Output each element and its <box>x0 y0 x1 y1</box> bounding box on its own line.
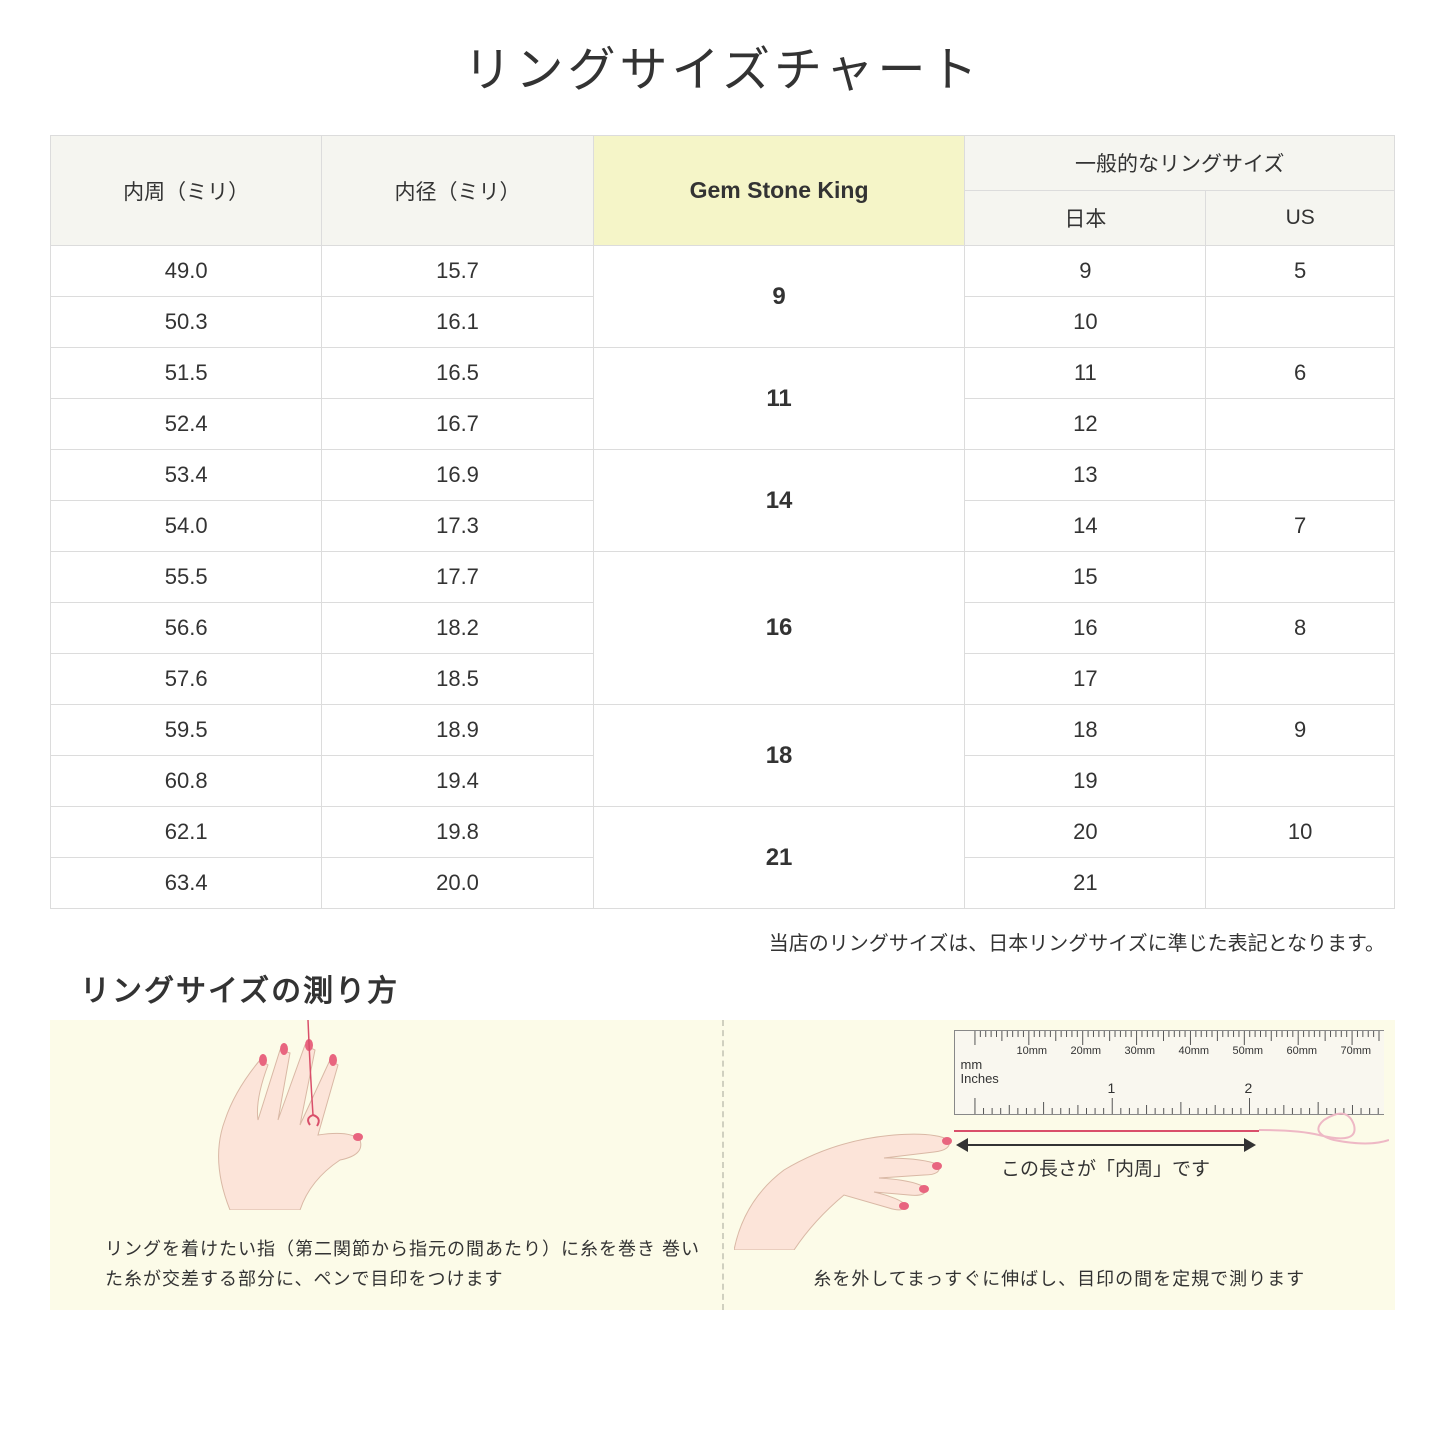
cell-us: 10 <box>1206 807 1395 858</box>
cell-gsk: 18 <box>593 705 965 807</box>
page-title: リングサイズチャート <box>50 30 1395 100</box>
ruler-mm-num: 60mm <box>1287 1045 1318 1057</box>
cell-japan: 13 <box>965 450 1206 501</box>
cell-diameter: 18.2 <box>322 603 593 654</box>
howto-step-2: mm Inches 10mm20mm30mm40mm50mm60mm70mm 1… <box>724 1020 1396 1310</box>
howto-step-1: リングを着けたい指（第二関節から指元の間あたり）に糸を巻き 巻いた糸が交差する部… <box>50 1020 722 1310</box>
th-diameter: 内径（ミリ） <box>322 136 593 246</box>
cell-diameter: 17.7 <box>322 552 593 603</box>
cell-circumference: 55.5 <box>51 552 322 603</box>
cell-us <box>1206 654 1395 705</box>
cell-japan: 21 <box>965 858 1206 909</box>
cell-gsk: 9 <box>593 246 965 348</box>
table-row: 62.119.8212010 <box>51 807 1395 858</box>
table-row: 55.517.71615 <box>51 552 1395 603</box>
cell-us <box>1206 399 1395 450</box>
th-us: US <box>1206 191 1395 246</box>
cell-gsk: 14 <box>593 450 965 552</box>
cell-circumference: 50.3 <box>51 297 322 348</box>
cell-diameter: 19.4 <box>322 756 593 807</box>
cell-diameter: 19.8 <box>322 807 593 858</box>
ruler-mm-num: 40mm <box>1179 1045 1210 1057</box>
cell-japan: 17 <box>965 654 1206 705</box>
note-text: 当店のリングサイズは、日本リングサイズに準じた表記となります。 <box>50 927 1395 956</box>
cell-diameter: 18.9 <box>322 705 593 756</box>
th-circumference: 内周（ミリ） <box>51 136 322 246</box>
cell-us <box>1206 297 1395 348</box>
cell-circumference: 53.4 <box>51 450 322 501</box>
cell-us: 6 <box>1206 348 1395 399</box>
cell-circumference: 63.4 <box>51 858 322 909</box>
cell-japan: 20 <box>965 807 1206 858</box>
hand-hold-illustration <box>734 1100 954 1250</box>
ruler-mm-num: 70mm <box>1341 1045 1372 1057</box>
cell-circumference: 54.0 <box>51 501 322 552</box>
cell-japan: 14 <box>965 501 1206 552</box>
thread-line <box>954 1130 1259 1132</box>
table-row: 49.015.7995 <box>51 246 1395 297</box>
cell-gsk: 21 <box>593 807 965 909</box>
size-chart-table: 内周（ミリ） 内径（ミリ） Gem Stone King 一般的なリングサイズ … <box>50 135 1395 909</box>
ruler-in-num: 2 <box>1245 1080 1253 1096</box>
cell-diameter: 16.1 <box>322 297 593 348</box>
cell-us <box>1206 552 1395 603</box>
cell-circumference: 52.4 <box>51 399 322 450</box>
thread-curl <box>1259 1095 1389 1175</box>
measure-arrow-line <box>968 1144 1244 1146</box>
cell-us: 5 <box>1206 246 1395 297</box>
cell-japan: 10 <box>965 297 1206 348</box>
step2-caption: 糸を外してまっすぐに伸ばし、目印の間を定規で測ります <box>754 1264 1366 1295</box>
cell-us <box>1206 450 1395 501</box>
howto-panel: リングを着けたい指（第二関節から指元の間あたり）に糸を巻き 巻いた糸が交差する部… <box>50 1020 1395 1310</box>
cell-japan: 19 <box>965 756 1206 807</box>
ruler-mm-num: 30mm <box>1125 1045 1156 1057</box>
cell-circumference: 59.5 <box>51 705 322 756</box>
ruler-mm-num: 20mm <box>1071 1045 1102 1057</box>
cell-circumference: 56.6 <box>51 603 322 654</box>
cell-diameter: 17.3 <box>322 501 593 552</box>
cell-us: 7 <box>1206 501 1395 552</box>
cell-us <box>1206 756 1395 807</box>
cell-circumference: 60.8 <box>51 756 322 807</box>
cell-diameter: 16.7 <box>322 399 593 450</box>
ruler-in-num: 1 <box>1108 1080 1116 1096</box>
ruler-mm-num: 10mm <box>1017 1045 1048 1057</box>
cell-diameter: 20.0 <box>322 858 593 909</box>
cell-japan: 12 <box>965 399 1206 450</box>
th-common: 一般的なリングサイズ <box>965 136 1395 191</box>
cell-diameter: 16.9 <box>322 450 593 501</box>
cell-japan: 16 <box>965 603 1206 654</box>
cell-circumference: 57.6 <box>51 654 322 705</box>
cell-japan: 15 <box>965 552 1206 603</box>
cell-circumference: 62.1 <box>51 807 322 858</box>
table-row: 53.416.91413 <box>51 450 1395 501</box>
cell-diameter: 16.5 <box>322 348 593 399</box>
table-row: 59.518.918189 <box>51 705 1395 756</box>
cell-us <box>1206 858 1395 909</box>
cell-japan: 11 <box>965 348 1206 399</box>
cell-us: 9 <box>1206 705 1395 756</box>
table-row: 51.516.511116 <box>51 348 1395 399</box>
hand-wrap-illustration <box>150 1010 450 1210</box>
cell-circumference: 51.5 <box>51 348 322 399</box>
cell-japan: 9 <box>965 246 1206 297</box>
cell-diameter: 18.5 <box>322 654 593 705</box>
th-gsk: Gem Stone King <box>593 136 965 246</box>
cell-us: 8 <box>1206 603 1395 654</box>
th-japan: 日本 <box>965 191 1206 246</box>
cell-diameter: 15.7 <box>322 246 593 297</box>
cell-gsk: 16 <box>593 552 965 705</box>
step1-caption: リングを着けたい指（第二関節から指元の間あたり）に糸を巻き 巻いた糸が交差する部… <box>105 1234 702 1295</box>
cell-japan: 18 <box>965 705 1206 756</box>
cell-gsk: 11 <box>593 348 965 450</box>
cell-circumference: 49.0 <box>51 246 322 297</box>
howto-title: リングサイズの測り方 <box>80 966 1395 1010</box>
measure-label: この長さが「内周」です <box>956 1148 1256 1175</box>
ruler-mm-num: 50mm <box>1233 1045 1264 1057</box>
